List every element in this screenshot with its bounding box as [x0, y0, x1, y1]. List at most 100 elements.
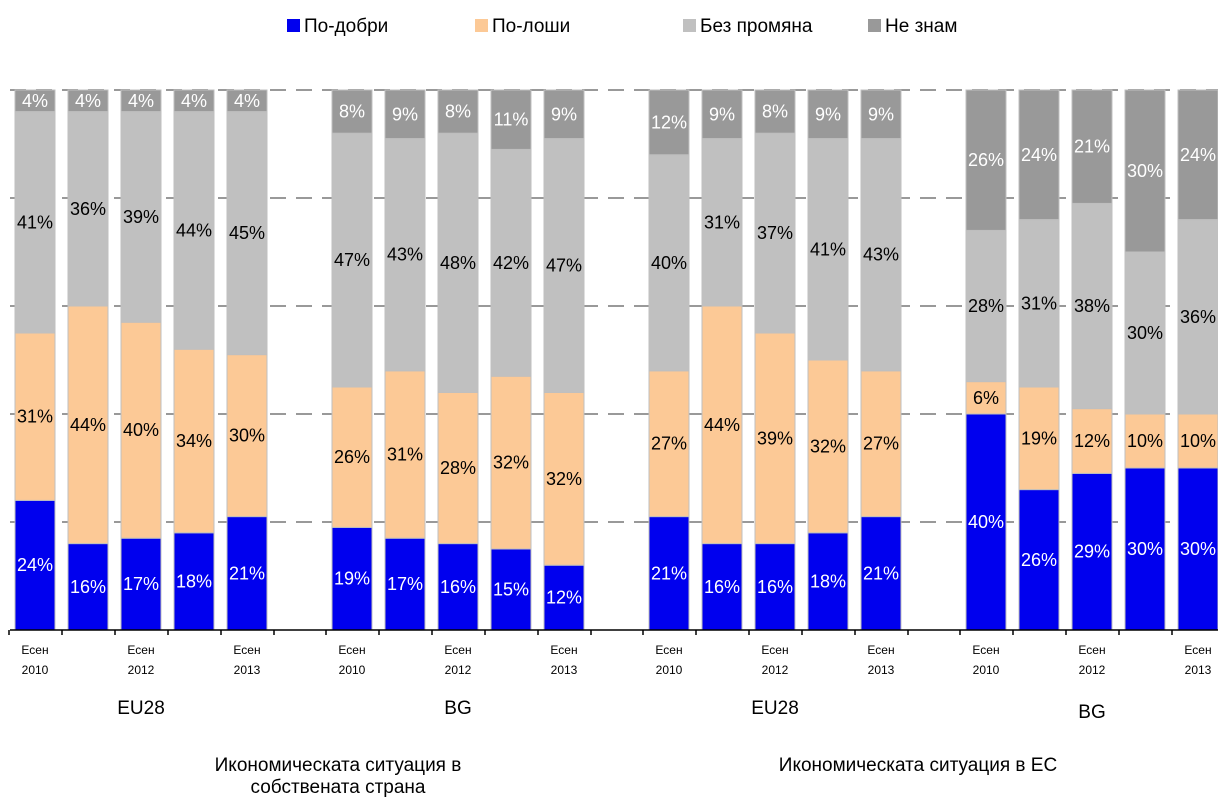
data-label: 34% — [176, 431, 212, 451]
data-label: 29% — [1074, 542, 1110, 562]
tick-label: Есен — [338, 643, 365, 657]
bar-segment — [120, 111, 162, 323]
data-label: 31% — [1021, 293, 1057, 313]
bar-segment — [173, 348, 215, 534]
data-label: 17% — [123, 574, 159, 594]
data-label: 39% — [757, 428, 793, 448]
bar-segment — [67, 111, 109, 307]
tick-label: 2010 — [656, 663, 683, 677]
bar-segment — [754, 543, 796, 631]
data-label: 40% — [123, 420, 159, 440]
tick-label: Есен — [127, 643, 154, 657]
bar-segment — [860, 516, 902, 631]
bar-segment — [14, 499, 56, 631]
tick-label: 2012 — [1079, 663, 1106, 677]
data-label: 36% — [1180, 307, 1216, 327]
data-label: 37% — [757, 223, 793, 243]
bar-segment — [648, 516, 690, 631]
bar-segment — [1018, 219, 1060, 388]
legend-swatch — [683, 19, 696, 32]
bar-segment — [1071, 408, 1113, 474]
bar-segment — [648, 154, 690, 372]
bars: 24% 31% 41% 4% 16% 44% 36% 4% 17% 40% 39% 4% 18% 34% 4… — [14, 89, 1218, 631]
bar-segment — [1177, 89, 1218, 221]
bar-segment — [173, 532, 215, 631]
tick-label: Есен — [972, 643, 999, 657]
data-label: 24% — [17, 555, 53, 575]
tick-label: Есен — [1078, 643, 1105, 657]
data-label: 4% — [128, 91, 154, 111]
data-label: 31% — [704, 212, 740, 232]
group-label: BG — [1078, 702, 1105, 723]
tick-label: 2013 — [234, 663, 261, 677]
data-label: 30% — [1127, 323, 1163, 343]
bar-segment — [331, 386, 373, 528]
tick-label: Есен — [21, 643, 48, 657]
data-label: 8% — [339, 102, 365, 122]
bar-segment — [384, 89, 426, 140]
category-labels: Есен 2010 Есен 2012 Есен 2013 Есен 2010 Есен 2012… — [21, 643, 1211, 798]
data-label: 4% — [234, 91, 260, 111]
data-label: 9% — [868, 104, 894, 124]
data-label: 27% — [863, 434, 899, 454]
data-label: 24% — [1021, 145, 1057, 165]
section-label: Икономическата ситуация в ЕС — [779, 755, 1057, 776]
tick-label: Есен — [233, 643, 260, 657]
data-label: 32% — [810, 436, 846, 456]
data-label: 12% — [546, 588, 582, 608]
tick-label: 2012 — [128, 663, 155, 677]
bar-segment — [437, 391, 479, 545]
bar-segment — [807, 89, 849, 140]
bar-segment — [384, 138, 426, 372]
bar-segment — [965, 89, 1007, 231]
data-label: 19% — [334, 569, 370, 589]
bar-segment — [1071, 202, 1113, 410]
tick-label: Есен — [444, 643, 471, 657]
data-label: 26% — [334, 447, 370, 467]
legend-swatch — [475, 19, 488, 32]
data-label: 31% — [17, 407, 53, 427]
bar-segment — [701, 138, 743, 307]
data-label: 26% — [968, 150, 1004, 170]
bar-segment — [860, 138, 902, 372]
data-label: 30% — [1180, 539, 1216, 559]
data-label: 16% — [704, 577, 740, 597]
bar-segment — [754, 89, 796, 134]
data-label: 10% — [1127, 431, 1163, 451]
legend: По-добри По-лоши Без промяна Не знам — [287, 16, 957, 37]
bar-segment — [437, 89, 479, 134]
data-label: 28% — [440, 458, 476, 478]
data-label: 12% — [1074, 431, 1110, 451]
section-label: собствената страна — [251, 777, 426, 798]
data-label: 47% — [334, 250, 370, 270]
bar-segment — [173, 111, 215, 350]
gridlines — [10, 89, 1218, 523]
bar-segment — [1124, 467, 1166, 631]
tick-label: Есен — [867, 643, 894, 657]
legend-swatch — [868, 19, 881, 32]
bar-segment — [543, 564, 585, 631]
bar-segment — [226, 89, 268, 113]
data-label: 44% — [70, 415, 106, 435]
data-label: 24% — [1180, 145, 1216, 165]
data-label: 17% — [387, 574, 423, 594]
bar-segment — [490, 89, 532, 150]
data-label: 16% — [757, 577, 793, 597]
bar-segment — [965, 413, 1007, 631]
bar-segment — [1071, 89, 1113, 204]
x-axis — [8, 629, 1218, 635]
data-label: 27% — [651, 434, 687, 454]
tick-label: 2012 — [445, 663, 472, 677]
bar-segment — [173, 89, 215, 113]
bar-segment — [14, 111, 56, 334]
data-label: 8% — [445, 102, 471, 122]
bar-segment — [1124, 413, 1166, 469]
bar-segment — [807, 138, 849, 361]
bar-segment — [701, 89, 743, 140]
data-label: 21% — [1074, 137, 1110, 157]
bar-segment — [1177, 467, 1218, 631]
bar-segment — [67, 89, 109, 113]
data-label: 47% — [546, 256, 582, 276]
data-label: 18% — [810, 571, 846, 591]
